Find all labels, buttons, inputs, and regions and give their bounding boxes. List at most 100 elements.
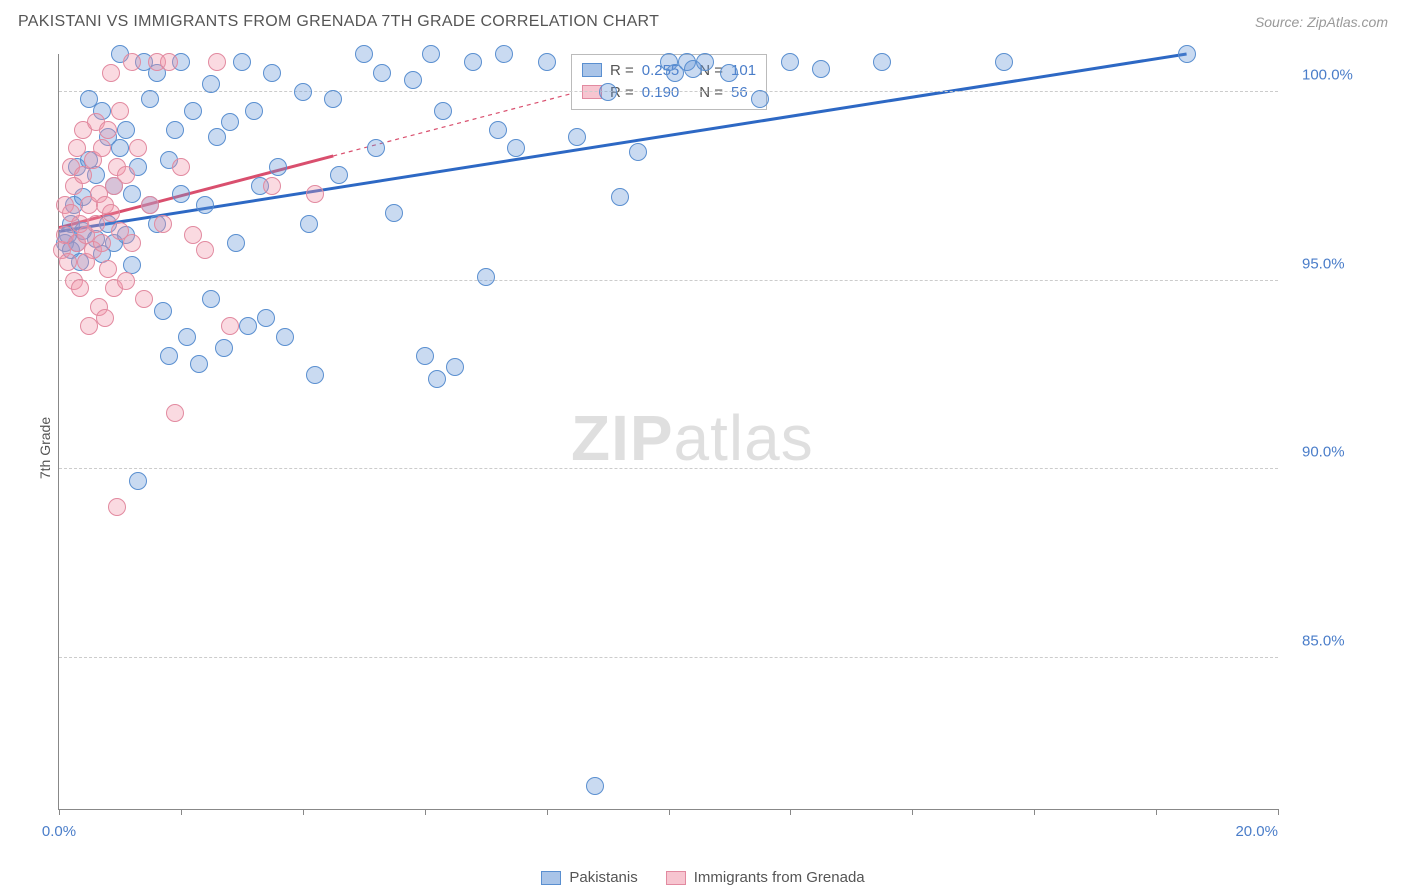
data-point <box>355 45 373 63</box>
data-point <box>434 102 452 120</box>
data-point <box>294 83 312 101</box>
data-point <box>330 166 348 184</box>
data-point <box>123 185 141 203</box>
legend-swatch <box>541 871 561 885</box>
x-tick-label: 20.0% <box>1235 823 1278 840</box>
x-tick <box>547 809 548 815</box>
watermark-light: atlas <box>674 402 814 474</box>
x-tick <box>59 809 60 815</box>
data-point <box>1178 45 1196 63</box>
gridline <box>59 657 1278 658</box>
data-point <box>538 53 556 71</box>
data-point <box>263 177 281 195</box>
x-tick <box>1278 809 1279 815</box>
data-point <box>93 234 111 252</box>
legend-swatch <box>666 871 686 885</box>
data-point <box>123 53 141 71</box>
y-tick-label: 85.0% <box>1302 633 1345 650</box>
n-label: N = <box>699 84 723 101</box>
x-tick <box>912 809 913 815</box>
legend-label: Immigrants from Grenada <box>694 869 865 886</box>
legend-item: Immigrants from Grenada <box>666 869 865 886</box>
data-point <box>99 260 117 278</box>
data-point <box>202 75 220 93</box>
data-point <box>108 498 126 516</box>
data-point <box>59 253 77 271</box>
data-point <box>102 204 120 222</box>
gridline <box>59 91 1278 92</box>
data-point <box>71 279 89 297</box>
data-point <box>172 185 190 203</box>
data-point <box>208 128 226 146</box>
data-point <box>696 53 714 71</box>
watermark-bold: ZIP <box>571 402 674 474</box>
data-point <box>373 64 391 82</box>
data-point <box>263 64 281 82</box>
data-point <box>416 347 434 365</box>
plot-region: ZIPatlas R =0.255N =101R =0.190N =56 85.… <box>58 54 1278 810</box>
x-tick <box>181 809 182 815</box>
x-tick-label: 0.0% <box>42 823 76 840</box>
data-point <box>178 328 196 346</box>
gridline <box>59 468 1278 469</box>
data-point <box>276 328 294 346</box>
watermark: ZIPatlas <box>571 401 814 475</box>
r-label: R = <box>610 62 634 79</box>
data-point <box>306 366 324 384</box>
data-point <box>873 53 891 71</box>
data-point <box>202 290 220 308</box>
y-tick-label: 100.0% <box>1302 66 1353 83</box>
data-point <box>190 355 208 373</box>
x-tick <box>425 809 426 815</box>
data-point <box>160 53 178 71</box>
source-label: Source: ZipAtlas.com <box>1255 14 1388 30</box>
data-point <box>93 139 111 157</box>
data-point <box>117 121 135 139</box>
legend-label: Pakistanis <box>569 869 637 886</box>
data-point <box>751 90 769 108</box>
x-tick <box>1156 809 1157 815</box>
data-point <box>196 196 214 214</box>
data-point <box>129 139 147 157</box>
data-point <box>269 158 287 176</box>
footer-legend: Pakistanis Immigrants from Grenada <box>0 869 1406 886</box>
data-point <box>111 139 129 157</box>
x-tick <box>790 809 791 815</box>
data-point <box>995 53 1013 71</box>
data-point <box>586 777 604 795</box>
data-point <box>812 60 830 78</box>
data-point <box>196 241 214 259</box>
data-point <box>111 102 129 120</box>
data-point <box>599 83 617 101</box>
data-point <box>568 128 586 146</box>
data-point <box>428 370 446 388</box>
data-point <box>446 358 464 376</box>
data-point <box>227 234 245 252</box>
data-point <box>129 472 147 490</box>
data-point <box>367 139 385 157</box>
header: PAKISTANI VS IMMIGRANTS FROM GRENADA 7TH… <box>0 0 1406 44</box>
data-point <box>477 268 495 286</box>
data-point <box>385 204 403 222</box>
chart-title: PAKISTANI VS IMMIGRANTS FROM GRENADA 7TH… <box>18 13 659 31</box>
data-point <box>135 290 153 308</box>
data-point <box>422 45 440 63</box>
data-point <box>464 53 482 71</box>
data-point <box>324 90 342 108</box>
gridline <box>59 280 1278 281</box>
data-point <box>87 215 105 233</box>
data-point <box>141 196 159 214</box>
data-point <box>781 53 799 71</box>
data-point <box>99 121 117 139</box>
data-point <box>629 143 647 161</box>
data-point <box>221 113 239 131</box>
data-point <box>233 53 251 71</box>
data-point <box>239 317 257 335</box>
r-value: 0.190 <box>642 84 680 101</box>
data-point <box>154 302 172 320</box>
x-tick <box>1034 809 1035 815</box>
data-point <box>507 139 525 157</box>
n-value: 56 <box>731 84 748 101</box>
data-point <box>166 121 184 139</box>
data-point <box>300 215 318 233</box>
